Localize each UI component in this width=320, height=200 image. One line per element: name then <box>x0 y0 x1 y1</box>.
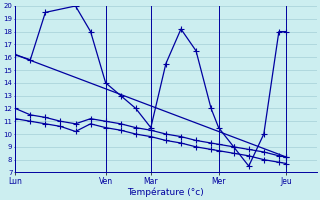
X-axis label: Température (°c): Température (°c) <box>127 187 204 197</box>
